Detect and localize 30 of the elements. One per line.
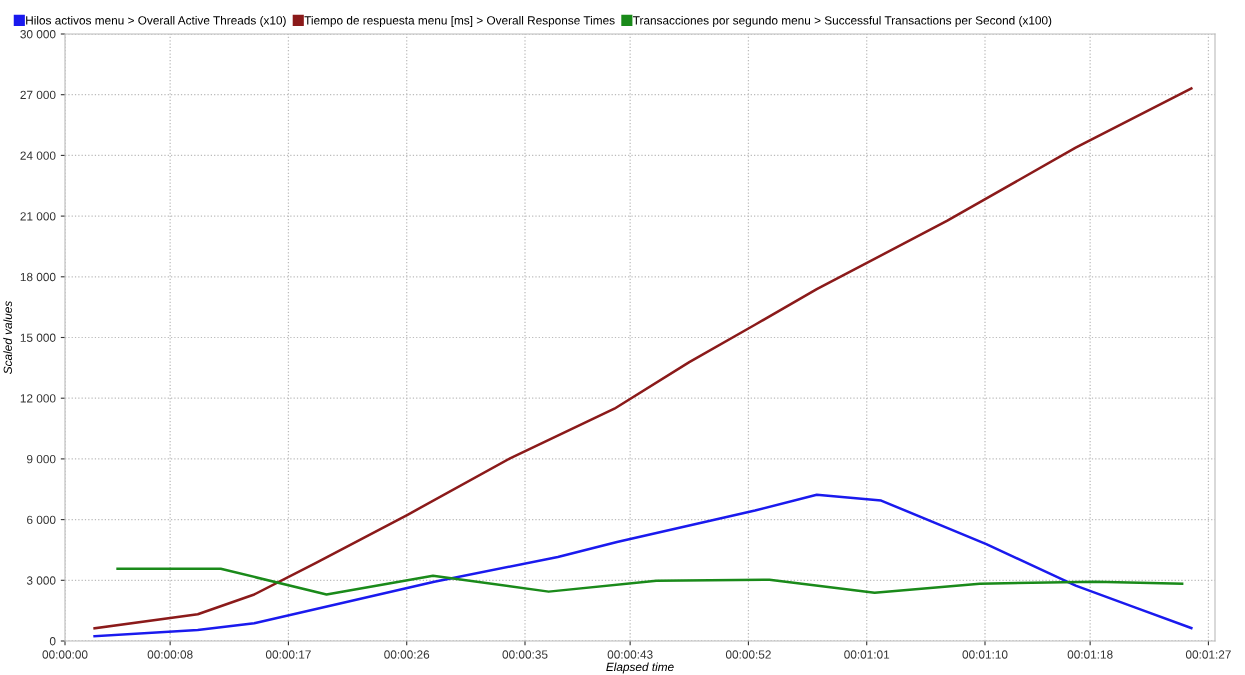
y-tick-label: 15 000 bbox=[20, 333, 56, 342]
y-tick-label: 3 000 bbox=[26, 576, 56, 585]
legend-label: Tiempo de respuesta menu [ms] > Overall Response Times bbox=[304, 15, 615, 27]
x-tick-label: 00:01:01 bbox=[844, 650, 890, 659]
y-tick-label: 9 000 bbox=[26, 454, 56, 464]
x-tick-label: 00:00:43 bbox=[607, 650, 653, 659]
line-series bbox=[93, 87, 1193, 630]
x-tick-label: 00:01:10 bbox=[962, 650, 1008, 659]
legend-label: Transacciones por segundo menu > Successful Transactions per Second (x100) bbox=[633, 15, 1052, 27]
y-tick-label: 6 000 bbox=[27, 515, 56, 524]
y-tick-label: 27 000 bbox=[20, 90, 56, 100]
x-tick-label: 00:00:00 bbox=[42, 650, 88, 659]
line-series bbox=[93, 493, 1193, 638]
y-tick-label: 12 000 bbox=[20, 394, 56, 403]
x-tick-label: 00:01:27 bbox=[1185, 650, 1231, 659]
line-series bbox=[116, 567, 1184, 596]
y-tick-label: 18 000 bbox=[20, 272, 56, 282]
x-tick-label: 00:01:18 bbox=[1067, 650, 1113, 659]
y-tick-label: 21 000 bbox=[20, 212, 56, 221]
y-tick-label: 24 000 bbox=[20, 151, 56, 160]
y-tick-label: 0 bbox=[49, 637, 56, 646]
y-axis-title: Scaled values bbox=[3, 300, 12, 374]
x-tick-label: 00:00:08 bbox=[147, 650, 193, 659]
x-tick-label: 00:00:26 bbox=[384, 650, 430, 659]
x-tick-label: 00:00:52 bbox=[725, 650, 771, 659]
legend-label: Hilos activos menu > Overall Active Threads (x10) bbox=[26, 15, 286, 27]
x-tick-label: 00:00:17 bbox=[265, 650, 311, 659]
x-tick-label: 00:00:35 bbox=[502, 650, 548, 659]
y-tick-label: 30 000 bbox=[20, 30, 56, 39]
x-axis-title: Elapsed time bbox=[606, 662, 674, 674]
